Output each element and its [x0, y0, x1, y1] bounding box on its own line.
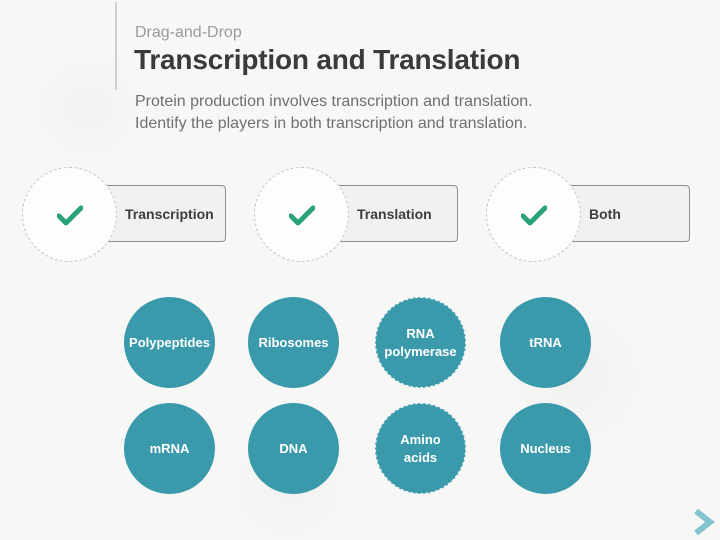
- page-eyebrow: Drag-and-Drop: [135, 24, 242, 41]
- next-button[interactable]: [692, 508, 716, 536]
- checkmark-icon: [520, 205, 547, 225]
- drag-item-label: RNA polymerase: [384, 325, 457, 359]
- title-accent-bar: [115, 2, 117, 90]
- checkmark-icon: [56, 205, 83, 225]
- instructions: Protein production involves transcriptio…: [135, 91, 533, 135]
- drag-item-trna[interactable]: tRNA: [500, 297, 591, 388]
- drop-zone-translation[interactable]: [254, 167, 349, 262]
- chevron-right-icon: [694, 508, 715, 536]
- drag-item-label: Polypeptides: [129, 334, 210, 350]
- drag-item-dna[interactable]: DNA: [248, 403, 339, 494]
- drag-item-label: Nucleus: [520, 440, 571, 456]
- drop-zone-both[interactable]: [486, 167, 581, 262]
- target-label-transcription: Transcription: [125, 205, 214, 222]
- drop-zone-transcription[interactable]: [22, 167, 117, 262]
- drag-item-rna-polymerase[interactable]: RNA polymerase: [375, 297, 466, 388]
- instruction-line-2: Identify the players in both transcripti…: [135, 115, 528, 132]
- drag-item-nucleus[interactable]: Nucleus: [500, 403, 591, 494]
- drag-item-label: Ribosomes: [258, 334, 329, 350]
- instruction-line-1: Protein production involves transcriptio…: [135, 93, 533, 110]
- target-label-both: Both: [589, 205, 621, 222]
- page-title: Transcription and Translation: [134, 44, 521, 75]
- drag-item-label: DNA: [279, 440, 308, 456]
- target-label-translation: Translation: [357, 205, 432, 222]
- drag-item-label: Amino acids: [400, 431, 441, 465]
- drag-item-label: mRNA: [149, 440, 190, 456]
- drag-item-amino-acids[interactable]: Amino acids: [375, 403, 466, 494]
- drag-item-label: tRNA: [529, 334, 562, 350]
- drag-item-polypeptides[interactable]: Polypeptides: [124, 297, 215, 388]
- drag-item-mrna[interactable]: mRNA: [124, 403, 215, 494]
- checkmark-icon: [288, 205, 315, 225]
- drag-item-ribosomes[interactable]: Ribosomes: [248, 297, 339, 388]
